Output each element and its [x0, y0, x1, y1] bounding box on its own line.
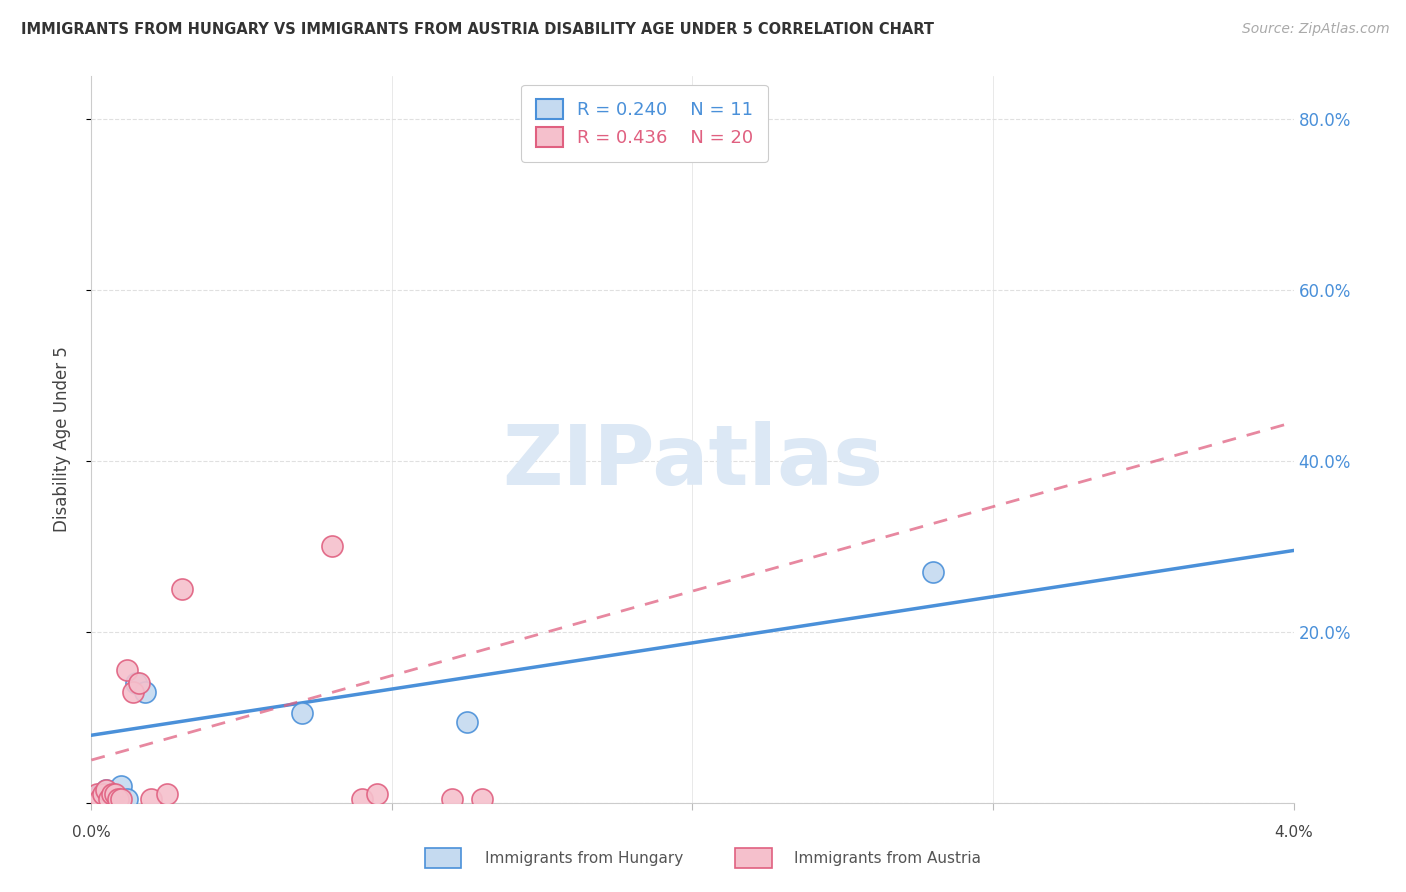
Text: ZIPatlas: ZIPatlas	[502, 421, 883, 501]
Point	[101, 787, 124, 801]
Point	[321, 539, 343, 553]
Point	[96, 783, 118, 797]
Point	[96, 783, 118, 797]
Legend: R = 0.240    N = 11, R = 0.436    N = 20: R = 0.240 N = 11, R = 0.436 N = 20	[522, 85, 768, 161]
Point	[110, 791, 132, 805]
Point	[117, 663, 139, 677]
Point	[122, 684, 145, 698]
Text: Source: ZipAtlas.com: Source: ZipAtlas.com	[1241, 22, 1389, 37]
Text: IMMIGRANTS FROM HUNGARY VS IMMIGRANTS FROM AUSTRIA DISABILITY AGE UNDER 5 CORREL: IMMIGRANTS FROM HUNGARY VS IMMIGRANTS FR…	[21, 22, 934, 37]
Point	[125, 676, 148, 690]
Point	[456, 714, 478, 729]
Point	[155, 787, 177, 801]
Point	[110, 779, 132, 793]
Point	[141, 791, 163, 805]
Point	[366, 787, 388, 801]
Text: Immigrants from Hungary: Immigrants from Hungary	[485, 851, 683, 865]
Point	[134, 684, 156, 698]
Point	[89, 787, 111, 801]
Point	[117, 791, 139, 805]
Text: 4.0%: 4.0%	[1274, 825, 1313, 839]
Point	[922, 565, 945, 579]
Point	[98, 791, 121, 805]
Point	[107, 791, 129, 805]
Point	[471, 791, 494, 805]
Point	[107, 791, 129, 805]
Point	[170, 582, 193, 596]
Point	[350, 791, 373, 805]
Text: Immigrants from Austria: Immigrants from Austria	[794, 851, 981, 865]
Point	[440, 791, 463, 805]
Y-axis label: Disability Age Under 5: Disability Age Under 5	[52, 346, 70, 533]
Point	[86, 787, 108, 801]
Point	[101, 787, 124, 801]
Point	[128, 676, 150, 690]
Point	[93, 787, 115, 801]
Point	[291, 706, 314, 720]
Point	[89, 791, 111, 805]
Text: 0.0%: 0.0%	[72, 825, 111, 839]
Point	[104, 787, 127, 801]
